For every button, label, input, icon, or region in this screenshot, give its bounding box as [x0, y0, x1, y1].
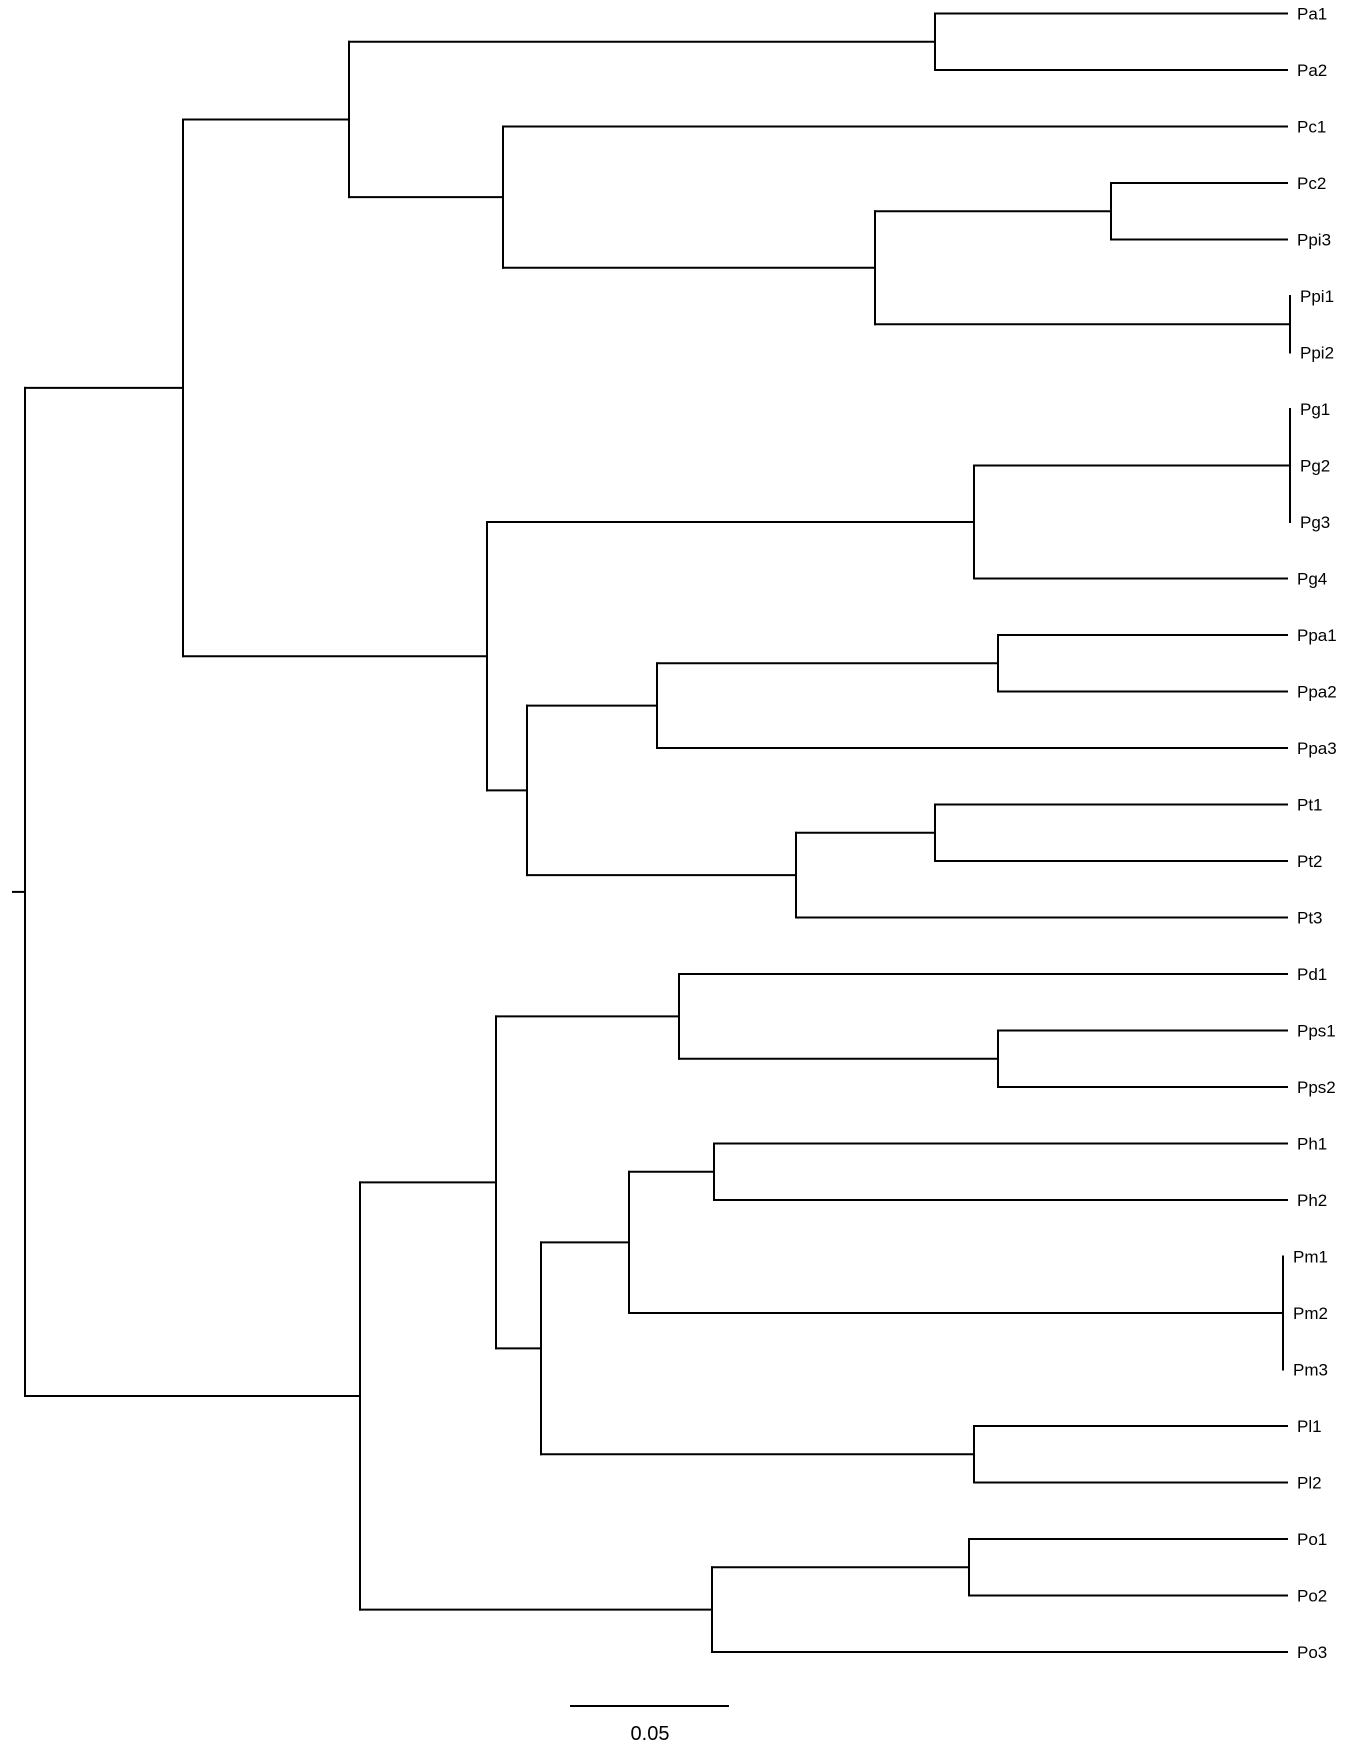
tip-label-Pg2: Pg2 — [1300, 457, 1330, 476]
tip-label-Pg4: Pg4 — [1297, 570, 1327, 589]
tip-label-Pa2: Pa2 — [1297, 61, 1327, 80]
tip-label-Po2: Po2 — [1297, 1587, 1327, 1606]
scale-bar-label: 0.05 — [631, 1723, 670, 1745]
tip-label-Pl1: Pl1 — [1297, 1417, 1322, 1436]
tip-label-Pc1: Pc1 — [1297, 118, 1326, 137]
tip-label-Ppi1: Ppi1 — [1300, 287, 1334, 306]
tip-label-Ppa3: Ppa3 — [1297, 739, 1337, 758]
tip-label-Pm2: Pm2 — [1293, 1304, 1328, 1323]
tip-label-Pps1: Pps1 — [1297, 1022, 1336, 1041]
tip-label-Pl2: Pl2 — [1297, 1474, 1322, 1493]
tip-label-Pt1: Pt1 — [1297, 796, 1323, 815]
tip-label-Ppi2: Ppi2 — [1300, 344, 1334, 363]
tip-label-Pt3: Pt3 — [1297, 909, 1323, 928]
tip-label-Po3: Po3 — [1297, 1643, 1327, 1662]
tip-label-Pc2: Pc2 — [1297, 174, 1326, 193]
tip-label-Pa1: Pa1 — [1297, 5, 1327, 24]
tip-label-Ppa1: Ppa1 — [1297, 626, 1337, 645]
scale-bar: 0.05 — [570, 1705, 729, 1745]
tip-label-Ppa2: Ppa2 — [1297, 683, 1337, 702]
tip-label-Ppi3: Ppi3 — [1297, 231, 1331, 250]
tip-label-Ph2: Ph2 — [1297, 1191, 1327, 1210]
tip-label-Pt2: Pt2 — [1297, 852, 1323, 871]
tip-label-Pd1: Pd1 — [1297, 965, 1327, 984]
tip-label-Pm3: Pm3 — [1293, 1361, 1328, 1380]
tip-label-Pm1: Pm1 — [1293, 1248, 1328, 1267]
tip-label-Pg3: Pg3 — [1300, 513, 1330, 532]
tip-labels: Pa1 Pa2 Pc1 Pc2 Ppi3 Ppi1 Ppi2 Pg1 Pg2 Pg3 Pg4 Ppa1… — [1293, 5, 1337, 1663]
tip-label-Pg1: Pg1 — [1300, 400, 1330, 419]
tip-label-Ph1: Ph1 — [1297, 1135, 1327, 1154]
tip-label-Po1: Po1 — [1297, 1530, 1327, 1549]
tip-label-Pps2: Pps2 — [1297, 1078, 1336, 1097]
tree-branches — [12, 12, 1291, 1653]
